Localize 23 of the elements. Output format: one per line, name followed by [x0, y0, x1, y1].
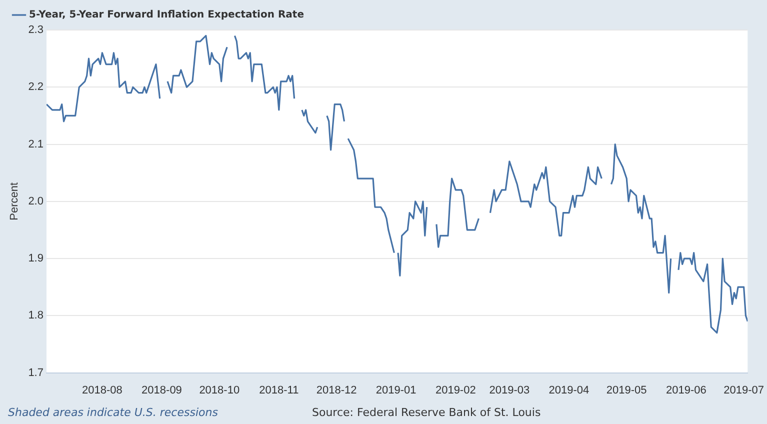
x-tick-label: 2019-07: [724, 384, 764, 396]
y-tick-label: 2.3: [28, 24, 44, 36]
x-tick-label: 2018-12: [316, 384, 357, 396]
x-tick-label: 2018-08: [82, 384, 122, 396]
y-tick-label: 2.2: [28, 81, 44, 94]
y-tick-label: 1.9: [28, 252, 44, 265]
x-tick-label: 2019-01: [376, 384, 416, 396]
x-tick-label: 2019-05: [606, 384, 647, 396]
y-axis-title: Percent: [8, 182, 21, 220]
x-tick-label: 2018-09: [142, 384, 182, 396]
x-tick-label: 2019-02: [435, 384, 476, 396]
text: Shaded areas indicate U.S. recessions: [8, 406, 218, 419]
x-tick-label: 2018-10: [199, 384, 240, 396]
y-tick-label: 2.0: [28, 195, 44, 208]
x-tick-label: 2019-04: [548, 384, 590, 396]
y-tick-label: 1.8: [28, 310, 44, 322]
x-tick-label: 2018-11: [259, 384, 299, 396]
y-tick-label: 1.7: [28, 366, 44, 379]
y-tick-label: 2.1: [28, 138, 44, 150]
x-tick-label: 2019-03: [489, 384, 530, 396]
legend-label: 5-Year, 5-Year Forward Inflation Expectation Rate: [29, 10, 304, 21]
x-tick-label: 2019-06: [666, 384, 706, 396]
source-note: Source: Federal Reserve Bank of St. Louis: [312, 406, 541, 419]
